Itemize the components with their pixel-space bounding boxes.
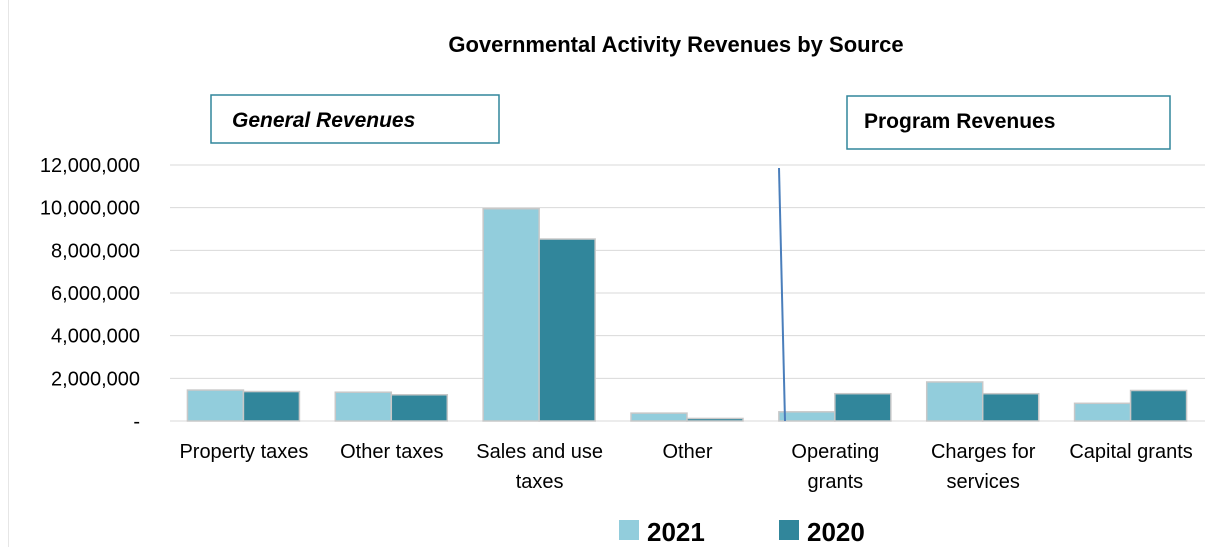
x-category-label: Operating — [791, 441, 879, 463]
y-tick-label: 4,000,000 — [51, 326, 140, 348]
y-tick-label: - — [133, 411, 140, 433]
bar-2020 — [538, 238, 596, 422]
bar-2021 — [630, 412, 688, 422]
x-axis-categories: Property taxes Other taxes Sales and use ta… — [179, 441, 1192, 493]
bar-2021 — [334, 391, 393, 422]
y-tick-label: 2,000,000 — [51, 368, 140, 390]
x-category-label: Charges for — [931, 441, 1036, 463]
bar-2021 — [482, 207, 540, 422]
general-revenues-label: General Revenues — [232, 109, 415, 132]
bar-2020 — [1129, 389, 1188, 422]
y-tick-label: 10,000,000 — [40, 198, 140, 220]
x-category-label: Property taxes — [179, 441, 308, 463]
program-revenues-label: Program Revenues — [864, 110, 1055, 133]
revenue-divider-line — [778, 167, 786, 422]
bar-2021 — [1073, 402, 1132, 422]
bars — [186, 207, 1188, 422]
bar-2020 — [390, 394, 449, 422]
program-revenues-box — [846, 95, 1171, 150]
legend-swatch-2021 — [619, 520, 639, 540]
bar-2020 — [981, 392, 1040, 422]
legend-label-2021: 2021 — [647, 517, 705, 547]
bar-2020 — [686, 417, 744, 422]
bar-2021 — [778, 411, 836, 422]
y-axis-ticks: - 2,000,000 4,000,000 6,000,000 8,000,000 10,… — [40, 155, 140, 433]
legend-swatch-2020 — [779, 520, 799, 540]
x-category-label: Other taxes — [340, 441, 443, 463]
x-category-label: Sales and use — [476, 441, 603, 463]
legend-label-2020: 2020 — [807, 517, 865, 547]
image-left-border — [8, 0, 9, 547]
bar-2021 — [186, 389, 245, 422]
x-category-label: taxes — [516, 471, 564, 493]
gridlines — [170, 164, 1205, 422]
bar-2020 — [834, 392, 892, 422]
x-category-label: services — [947, 471, 1020, 493]
y-tick-label: 6,000,000 — [51, 283, 140, 305]
chart-title: Governmental Activity Revenues by Source — [448, 32, 903, 57]
y-tick-label: 8,000,000 — [51, 240, 140, 262]
x-category-label: Other — [662, 441, 712, 463]
x-category-label: grants — [808, 471, 864, 493]
x-category-label: Capital grants — [1069, 441, 1192, 463]
y-tick-label: 12,000,000 — [40, 155, 140, 177]
bar-2020 — [242, 390, 301, 422]
bar-2021 — [925, 381, 984, 422]
general-revenues-box — [210, 94, 500, 144]
